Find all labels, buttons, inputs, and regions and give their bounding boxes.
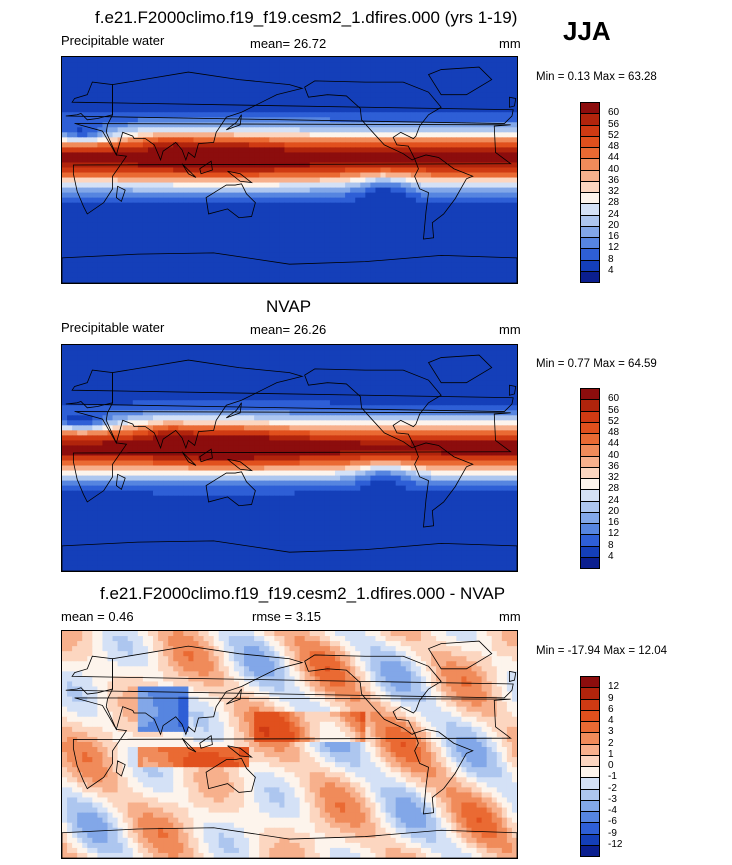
colorbar-tick-label: 60 <box>608 393 620 405</box>
colorbar-tick-label: 40 <box>608 449 620 461</box>
colorbar-tick-label: 12 <box>608 681 620 693</box>
colorbar-tick-label: 24 <box>608 208 620 220</box>
panel3-minmax: Min = -17.94 Max = 12.04 <box>536 645 668 657</box>
panel2-title: NVAP <box>266 297 312 316</box>
colorbar-tick-label: 20 <box>608 219 620 231</box>
colorbar-tick-label: 3 <box>608 726 614 738</box>
colorbar-tick-label: 28 <box>608 483 620 495</box>
panel1-mean-label: mean= 26.72 <box>250 36 327 51</box>
panel1-title: f.e21.F2000climo.f19_f19.cesm2_1.dfires.… <box>95 8 518 27</box>
panel1-variable-label: Precipitable water <box>61 33 165 48</box>
colorbar-tick-label: 1 <box>608 748 614 760</box>
panel1-units: mm <box>499 36 521 51</box>
colorbar-tick-label: -4 <box>608 805 617 816</box>
colorbar-tick-label: 16 <box>608 231 620 242</box>
colorbar-tick-label: 4 <box>608 264 614 276</box>
colorbar-tick-label: -12 <box>608 838 623 850</box>
field-cells <box>62 57 517 283</box>
colorbar-tick-label: 8 <box>608 539 614 551</box>
colorbar-tick-label: 56 <box>608 404 620 416</box>
colorbar-tick-label: -2 <box>608 782 617 794</box>
field-cells <box>62 631 517 858</box>
colorbar-tick-label: -3 <box>608 793 617 805</box>
colorbar-swatch <box>580 270 600 283</box>
colorbar-tick-label: 32 <box>608 186 620 197</box>
panel2-map <box>61 344 518 572</box>
colorbar-tick-label: 8 <box>608 253 614 265</box>
colorbar-tick-label: 0 <box>608 760 614 771</box>
panel3-units: mm <box>499 609 521 624</box>
panel1-minmax: Min = 0.13 Max = 63.28 <box>536 71 657 83</box>
panel3-mean-label: mean = 0.46 <box>61 609 134 624</box>
colorbar-tick-label: 12 <box>608 242 620 254</box>
colorbar-tick-label: 48 <box>608 427 620 438</box>
colorbar-tick-label: 44 <box>608 438 620 450</box>
colorbar-tick-label: -6 <box>608 816 617 828</box>
colorbar-tick-label: 36 <box>608 174 620 186</box>
colorbar-tick-label: 12 <box>608 528 620 540</box>
colorbar-tick-label: 52 <box>608 415 620 427</box>
panel3-rmse-label: rmse = 3.15 <box>252 609 322 624</box>
colorbar-tick-label: 16 <box>608 517 620 528</box>
colorbar-tick-label: 44 <box>608 152 620 164</box>
colorbar-tick-label: 4 <box>608 550 614 562</box>
colorbar-tick-label: 56 <box>608 118 620 130</box>
panel2-units: mm <box>499 322 521 337</box>
colorbar-tick-label: 24 <box>608 494 620 506</box>
colorbar-tick-label: -9 <box>608 827 617 839</box>
colorbar-tick-label: 4 <box>608 715 614 726</box>
panel2-minmax: Min = 0.77 Max = 64.59 <box>536 358 657 370</box>
colorbar-tick-label: 40 <box>608 163 620 175</box>
season-label: JJA <box>563 16 611 46</box>
colorbar-tick-label: 48 <box>608 141 620 152</box>
colorbar-tick-label: 9 <box>608 692 614 704</box>
panel1-colorbar: 60 56 52 48 44 40 36 32 28 24 20 16 12 8 4 <box>580 102 619 283</box>
colorbar-tick-label: 60 <box>608 107 620 119</box>
field-cells <box>62 345 517 571</box>
colorbar-swatch <box>580 844 600 857</box>
panel2-variable-label: Precipitable water <box>61 320 165 335</box>
colorbar-tick-label: 2 <box>608 737 614 749</box>
panel2-colorbar: 60 56 52 48 44 40 36 32 28 24 20 16 12 8 4 <box>580 388 619 569</box>
colorbar-tick-label: -1 <box>608 771 617 783</box>
panel1-map <box>61 56 518 284</box>
colorbar-tick-label: 32 <box>608 472 620 483</box>
colorbar-tick-label: 52 <box>608 129 620 141</box>
coastlines <box>62 640 517 858</box>
panel3-title: f.e21.F2000climo.f19_f19.cesm2_1.dfires.… <box>100 584 506 603</box>
colorbar-tick-label: 6 <box>608 703 614 715</box>
coastlines <box>62 354 517 571</box>
colorbar-tick-label: 28 <box>608 197 620 209</box>
colorbar-tick-label: 36 <box>608 460 620 472</box>
panel2-mean-label: mean= 26.26 <box>250 322 327 337</box>
panel3-colorbar: 12 9 6 4 3 2 1 0 -1 -2 -3 -4 -6 -9 -12 <box>580 676 622 857</box>
panel3-map <box>61 630 518 859</box>
colorbar-tick-label: 20 <box>608 505 620 517</box>
coastlines <box>62 66 517 283</box>
colorbar-swatch <box>580 556 600 569</box>
